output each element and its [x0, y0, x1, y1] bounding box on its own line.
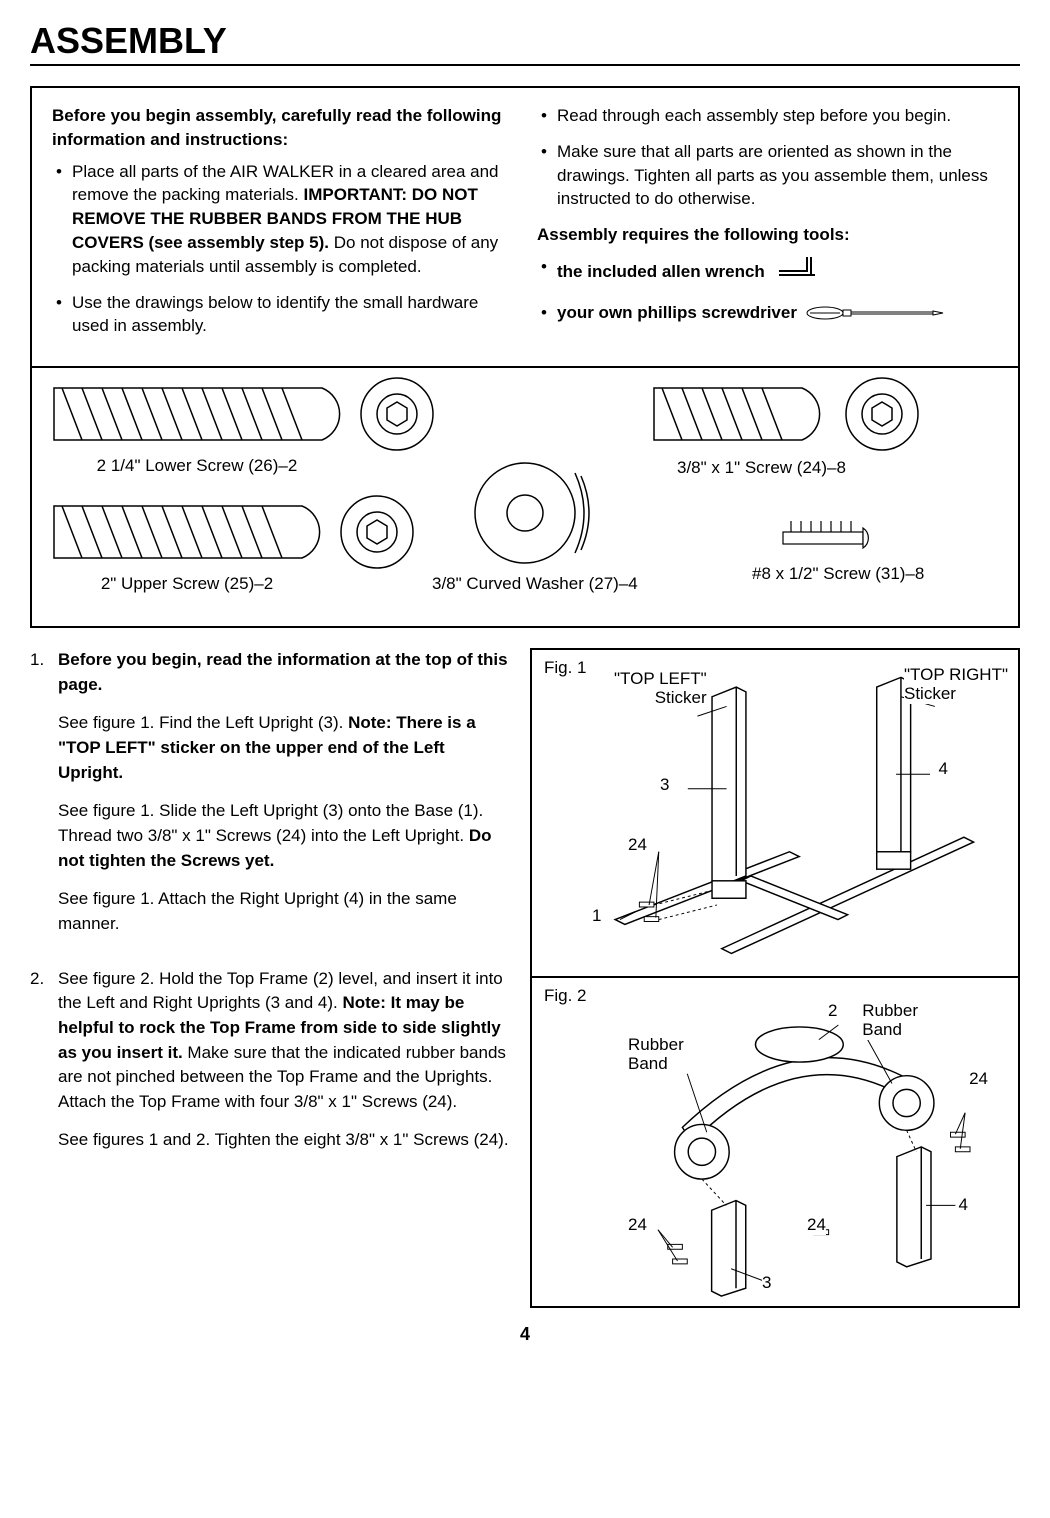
left-bullets: Place all parts of the AIR WALKER in a c… [52, 160, 513, 339]
hardware-label: 2 1/4" Lower Screw (26)–2 [42, 456, 352, 476]
callout-3: 3 [762, 1274, 771, 1293]
figure-1: Fig. 1 [530, 648, 1020, 978]
hardware-label: #8 x 1/2" Screw (31)–8 [752, 564, 924, 584]
hardware-item [337, 492, 417, 572]
hardware-item [642, 378, 832, 450]
tool-label: your own phillips screwdriver [557, 301, 797, 325]
bullet-item: the included allen wrench [537, 255, 998, 289]
hardware-label: 3/8" x 1" Screw (24)–8 [677, 458, 846, 478]
callout-top-left: "TOP LEFT"Sticker [614, 670, 707, 707]
tool-label: the included allen wrench [557, 260, 765, 284]
step-item: 1. Before you begin, read the informatio… [30, 648, 510, 950]
screw-icon [42, 378, 352, 450]
figure-2-diagram [540, 986, 1010, 1298]
screwdriver-icon [805, 304, 945, 322]
callout-3: 3 [660, 776, 669, 795]
step-body: Before you begin, read the information a… [58, 648, 510, 950]
hardware-item: 2" Upper Screw (25)–2 [42, 496, 332, 594]
callout-24a: 24 [969, 1070, 988, 1089]
instructions-left-column: Before you begin assembly, carefully rea… [52, 104, 513, 350]
step-number: 1. [30, 648, 58, 950]
callout-24c: 24 [807, 1216, 826, 1235]
screw-icon [42, 496, 332, 568]
hardware-label: 3/8" Curved Washer (27)–4 [432, 574, 638, 594]
bullet-item: Place all parts of the AIR WALKER in a c… [52, 160, 513, 279]
curved-washer-icon [465, 458, 605, 568]
callout-24b: 24 [628, 1216, 647, 1235]
bullet-item: Use the drawings below to identify the s… [52, 291, 513, 339]
step-item: 2. See figure 2. Hold the Top Frame (2) … [30, 967, 510, 1167]
hardware-item [842, 374, 922, 454]
callout-2: 2 [828, 1002, 837, 1021]
bullet-item: your own phillips screwdriver [537, 301, 998, 325]
hardware-item [357, 374, 437, 454]
figures-column: Fig. 1 [530, 648, 1020, 1308]
page-number: 4 [30, 1324, 1020, 1345]
figure-label: Fig. 1 [544, 658, 587, 678]
bullet-item: Read through each assembly step before y… [537, 104, 998, 128]
hardware-item: 3/8" x 1" Screw (24)–8 [677, 458, 846, 478]
step-para: See figure 1. Attach the Right Upright (… [58, 887, 510, 936]
callout-1: 1 [592, 907, 601, 926]
bullet-item: Make sure that all parts are oriented as… [537, 140, 998, 211]
intro-lead: Before you begin assembly, carefully rea… [52, 104, 513, 152]
instructions-right-column: Read through each assembly step before y… [537, 104, 998, 350]
figure-1-diagram [540, 658, 1010, 968]
hardware-label: 2" Upper Screw (25)–2 [42, 574, 332, 594]
page-title: ASSEMBLY [30, 20, 1020, 66]
step-para: Before you begin, read the information a… [58, 648, 510, 697]
step-body: See figure 2. Hold the Top Frame (2) lev… [58, 967, 510, 1167]
figure-2: Fig. 2 [530, 978, 1020, 1308]
hardware-box: 2 1/4" Lower Screw (26)–2 2" Upper Screw… [30, 368, 1020, 628]
callout-24: 24 [628, 836, 647, 855]
steps-column: 1. Before you begin, read the informatio… [30, 648, 510, 1308]
step-para: See figure 1. Slide the Left Upright (3)… [58, 799, 510, 873]
lower-content: 1. Before you begin, read the informatio… [30, 648, 1020, 1308]
callout-4: 4 [959, 1196, 968, 1215]
step-number: 2. [30, 967, 58, 1167]
hardware-item: 2 1/4" Lower Screw (26)–2 [42, 378, 352, 476]
small-screw-icon [773, 518, 903, 558]
figure-label: Fig. 2 [544, 986, 587, 1006]
washer-icon [842, 374, 922, 454]
hardware-item: #8 x 1/2" Screw (31)–8 [752, 518, 924, 584]
callout-4: 4 [939, 760, 948, 779]
hardware-item: 3/8" Curved Washer (27)–4 [432, 458, 638, 594]
tools-heading: Assembly requires the following tools: [537, 223, 998, 247]
step-para: See figure 2. Hold the Top Frame (2) lev… [58, 967, 510, 1115]
tool-bullets: the included allen wrench your own phill… [537, 255, 998, 325]
screw-icon [642, 378, 832, 450]
callout-top-right: "TOP RIGHT"Sticker [904, 666, 1008, 703]
washer-icon [357, 374, 437, 454]
allen-wrench-icon [773, 255, 823, 289]
callout-rubber-band-right: RubberBand [862, 1002, 918, 1039]
washer-icon [337, 492, 417, 572]
right-bullets: Read through each assembly step before y… [537, 104, 998, 211]
instructions-box: Before you begin assembly, carefully rea… [30, 86, 1020, 368]
callout-rubber-band-left: RubberBand [628, 1036, 684, 1073]
step-para: See figure 1. Find the Left Upright (3).… [58, 711, 510, 785]
step-para: See figures 1 and 2. Tighten the eight 3… [58, 1128, 510, 1153]
